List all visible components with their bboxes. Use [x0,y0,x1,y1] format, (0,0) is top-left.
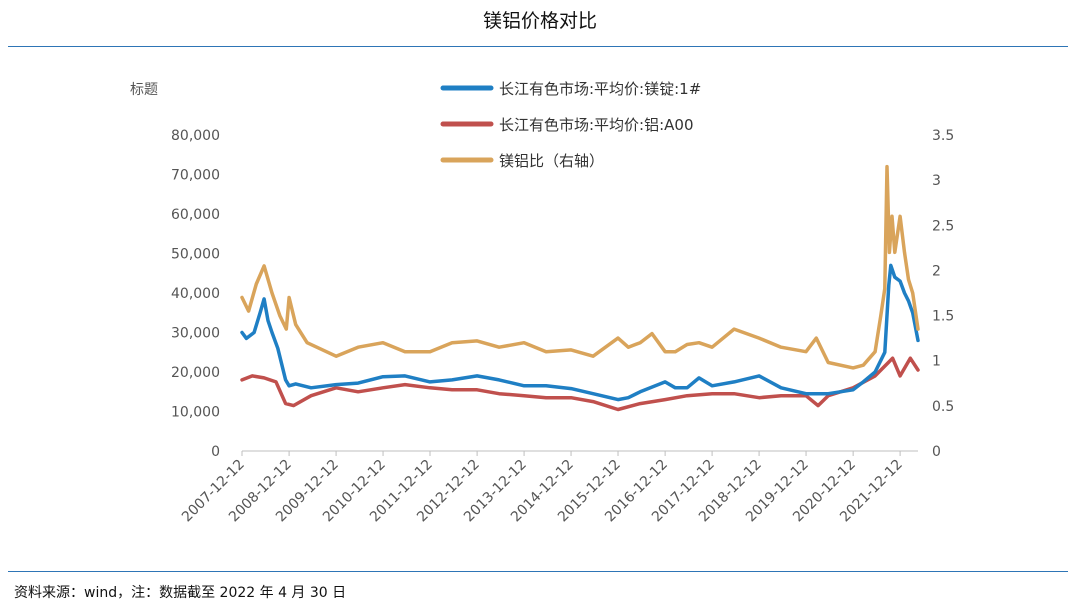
legend-label: 长江有色市场:平均价:镁锭:1# [499,80,701,98]
series-line-2 [240,164,920,370]
right-tick-label: 3.5 [932,128,954,144]
right-tick-label: 1 [932,354,941,370]
chart-title: 镁铝价格对比 [482,10,597,32]
left-tick-label: 70,000 [171,168,220,184]
right-tick-label: 3 [932,173,941,189]
legend-label: 镁铝比（右轴） [499,152,604,170]
legend-label: 长江有色市场:平均价:铝:A00 [499,116,694,134]
left-tick-label: 0 [211,444,220,460]
left-tick-label: 50,000 [171,247,220,263]
left-tick-label: 80,000 [171,128,220,144]
right-tick-label: 0.5 [932,399,954,415]
legend: 长江有色市场:平均价:镁锭:1# 长江有色市场:平均价:铝:A00 镁铝比（右轴） [440,80,701,170]
right-tick-label: 2 [932,263,941,279]
left-tick-label: 60,000 [171,207,220,223]
right-axis-ticks: 0 0.5 1 1.5 2 2.5 3 3.5 [932,128,954,460]
x-axis: 2007-12-122008-12-122009-12-122010-12-12… [179,450,918,525]
source-note: 资料来源：wind，注：数据截至 2022 年 4 月 30 日 [14,585,347,601]
title-divider [8,46,1068,47]
series-layer [240,164,920,412]
right-tick-label: 2.5 [932,218,954,234]
right-tick-label: 0 [932,444,941,460]
left-axis-title: 标题 [130,82,158,98]
footer-divider [8,571,1068,572]
right-tick-label: 1.5 [932,309,954,325]
series-line-0 [240,263,920,402]
left-tick-label: 40,000 [171,286,220,302]
left-tick-label: 10,000 [171,405,220,421]
left-tick-label: 30,000 [171,326,220,342]
left-axis-ticks: 0 10,000 20,000 30,000 40,000 50,000 60,000 70,… [171,128,220,460]
left-tick-label: 20,000 [171,365,220,381]
